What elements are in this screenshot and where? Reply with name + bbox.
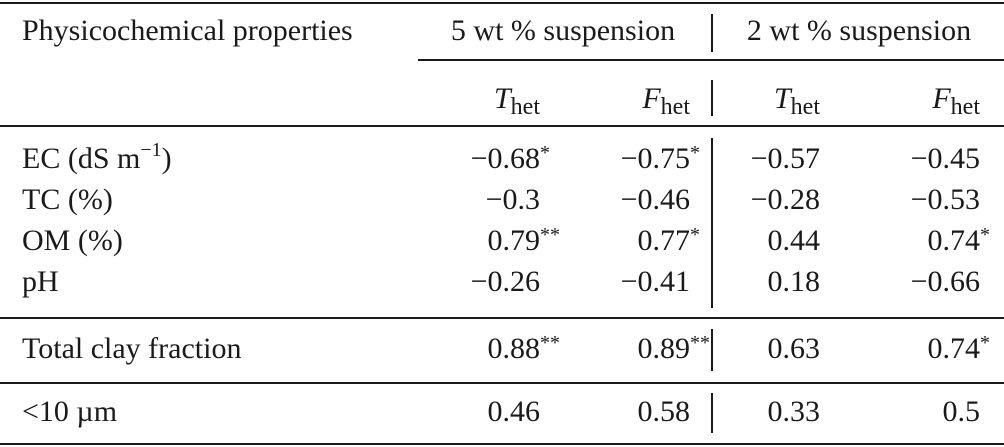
table-cell: −0.41 xyxy=(620,265,690,298)
group-underline xyxy=(418,59,1004,61)
table-cell: 0.44 xyxy=(767,224,821,257)
subheader-f-het-2wt: Fhet xyxy=(932,82,980,120)
significance-mark: * xyxy=(690,224,700,246)
table-cell: −0.28 xyxy=(750,183,820,216)
table-cell: 0.77 * xyxy=(490,223,701,259)
table-cell: 0.46 xyxy=(487,395,541,428)
subheader-f-het-5wt: Fhet xyxy=(642,82,690,120)
significance-mark: * xyxy=(540,142,550,164)
group-separator-last xyxy=(711,393,713,433)
table-cell: −0.66 xyxy=(910,265,980,298)
table-cell: 0.88 ** xyxy=(340,331,561,367)
table-cell: 0.18 xyxy=(767,265,821,298)
table-cell: 0.74 * xyxy=(780,223,991,259)
significance-mark: ** xyxy=(690,332,710,354)
table-cell: −0.68 * xyxy=(340,141,550,177)
table-cell: 0.79 ** xyxy=(340,223,561,259)
table-cell: −0.75 * xyxy=(490,141,700,177)
clay-bottom-rule xyxy=(0,382,1004,384)
row-label: OM (%) xyxy=(22,224,123,257)
group-separator-body xyxy=(711,138,713,308)
table-cell: 0.63 xyxy=(767,332,821,365)
significance-mark: ** xyxy=(540,332,560,354)
significance-mark: ** xyxy=(540,224,560,246)
bottom-rule xyxy=(0,443,1004,445)
row-label: Total clay fraction xyxy=(22,332,242,365)
row-label: EC (dS m−1) xyxy=(22,139,172,175)
table-cell: 0.5 xyxy=(942,395,981,428)
significance-mark: * xyxy=(690,142,700,164)
group-separator-subheader xyxy=(711,80,713,116)
table-cell: −0.3 xyxy=(485,183,540,216)
significance-mark: * xyxy=(980,332,990,354)
row-label: <10 µm xyxy=(22,395,118,428)
group-separator-clay xyxy=(711,329,713,371)
row-label: pH xyxy=(22,265,59,298)
row-label: TC (%) xyxy=(22,183,113,216)
significance-mark: * xyxy=(980,224,990,246)
table-cell: −0.53 xyxy=(910,183,980,216)
table-cell: −0.46 xyxy=(620,183,690,216)
header-bottom-rule xyxy=(0,125,1004,127)
table-cell: −0.57 xyxy=(750,142,820,175)
table-cell: 0.74 * xyxy=(780,331,991,367)
group-header-5wt: 5 wt % suspension xyxy=(450,14,676,47)
table-cell: 0.89 ** xyxy=(490,331,711,367)
stub-header: Physicochemical properties xyxy=(22,14,353,47)
table-cell: 0.58 xyxy=(637,395,691,428)
group-header-2wt: 2 wt % suspension xyxy=(746,14,972,47)
table-cell: 0.33 xyxy=(767,395,821,428)
subheader-t-het-5wt: Thet xyxy=(493,82,540,120)
top-rule xyxy=(0,2,1004,4)
group-separator-header xyxy=(711,14,713,52)
table-cell: −0.45 xyxy=(910,142,980,175)
clay-top-rule xyxy=(0,317,1004,319)
subheader-t-het-2wt: Thet xyxy=(773,82,820,120)
table-cell: −0.26 xyxy=(470,265,540,298)
